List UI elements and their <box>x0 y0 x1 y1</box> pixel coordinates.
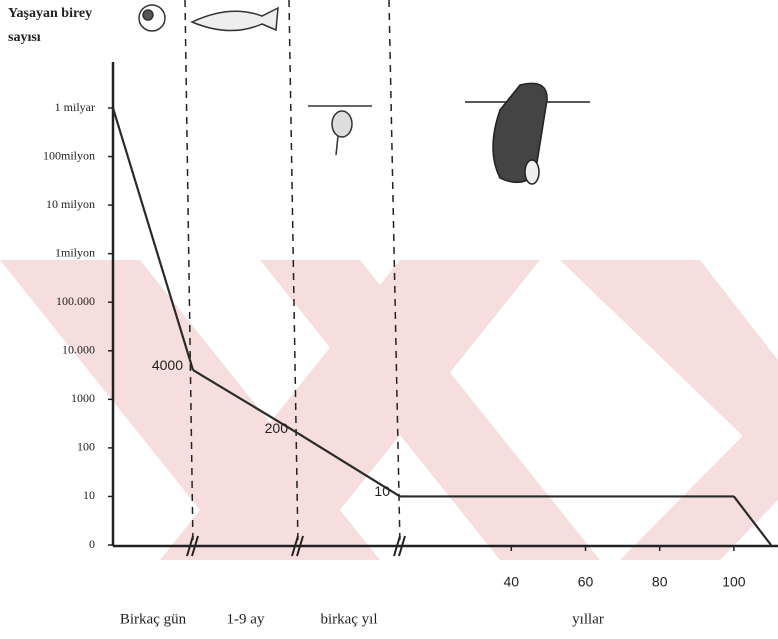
y-tick-label: 0 <box>89 537 95 551</box>
y-tick-label: 100milyon <box>43 148 95 162</box>
value-label: 200 <box>265 420 289 436</box>
y-axis-label: sayısı <box>8 30 41 45</box>
watermark <box>0 260 778 560</box>
years-label: yıllar <box>572 611 604 627</box>
phase-label: birkaç yıl <box>320 611 377 627</box>
y-axis-label: Yaşayan birey <box>8 6 92 21</box>
young-icon <box>308 106 372 155</box>
y-tick-label: 1 milyar <box>55 100 95 114</box>
y-tick-label: 1000 <box>71 391 95 405</box>
value-label: 10 <box>374 483 390 499</box>
x-tick-label: 40 <box>504 574 520 590</box>
y-tick-label: 100.000 <box>56 294 95 308</box>
adult-icon <box>465 83 590 184</box>
chart: Yaşayan birey sayısı 1 milyar 100milyon 10… <box>0 0 778 639</box>
y-tick-label: 10 <box>83 488 95 502</box>
egg-icon <box>139 5 165 31</box>
y-tick-label: 100 <box>77 440 95 454</box>
fish-icon <box>192 8 278 31</box>
x-tick-label: 100 <box>722 574 746 590</box>
y-tick-label: 10.000 <box>62 343 95 357</box>
y-tick-label: 10 milyon <box>46 197 95 211</box>
value-label: 4000 <box>152 357 183 373</box>
y-tick-label: 1milyon <box>55 245 95 259</box>
phase-label: 1-9 ay <box>227 611 265 627</box>
x-tick-label: 60 <box>578 574 594 590</box>
phase-label: Birkaç gün <box>120 611 187 627</box>
x-tick-label: 80 <box>652 574 668 590</box>
